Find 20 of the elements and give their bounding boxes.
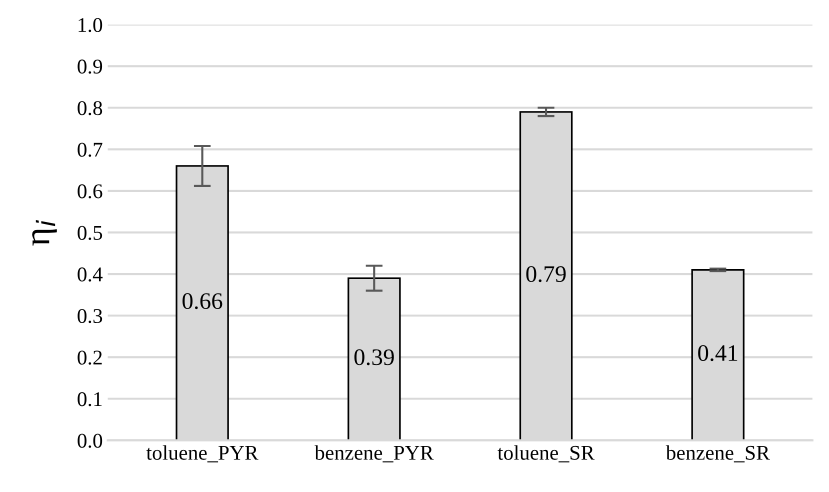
y-axis-title: η$_{i}$ — [32, 220, 57, 246]
y-tick-label: 1.0 — [78, 18, 102, 32]
data-label: 0.66 — [182, 293, 222, 310]
y-tick-label: 0.1 — [78, 392, 102, 406]
y-tick-label: 0.5 — [78, 226, 102, 240]
y-tick-label: 0.6 — [78, 184, 102, 198]
y-tick-label: 0.2 — [78, 350, 102, 365]
y-tick-label: 0.4 — [78, 267, 103, 282]
y-tick-label: 0.7 — [78, 142, 102, 157]
data-label: 0.39 — [354, 349, 394, 366]
x-tick-label: toluene_PYR — [146, 445, 258, 462]
data-label: 0.79 — [526, 266, 566, 282]
data-label: 0.41 — [698, 345, 738, 362]
y-tick-label: 0.0 — [78, 434, 102, 448]
y-tick-label: 0.8 — [78, 101, 102, 116]
y-tick-label: 0.3 — [78, 308, 102, 324]
x-tick-label: toluene_SR — [498, 445, 595, 462]
x-tick-label: benzene_SR — [666, 445, 770, 462]
y-tick-label: 0.9 — [78, 60, 102, 74]
x-tick-label: benzene_PYR — [314, 445, 434, 462]
